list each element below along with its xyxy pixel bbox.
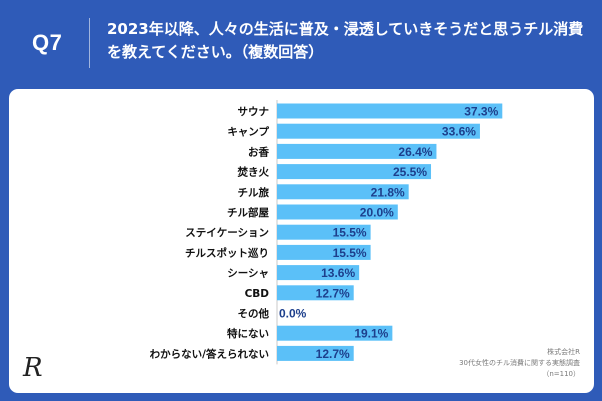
- data-label: 19.1%: [354, 327, 388, 341]
- data-label: 15.5%: [333, 246, 367, 260]
- bar: [277, 345, 354, 361]
- data-label: 12.7%: [316, 286, 350, 300]
- category-label: キャンプ: [227, 125, 269, 138]
- data-label: 0.0%: [279, 307, 307, 321]
- category-label: シーシャ: [227, 268, 269, 280]
- bar: [277, 204, 398, 220]
- bar: [277, 143, 437, 159]
- source-survey: 30代女性のチル消費に関する実態調査: [459, 359, 580, 367]
- category-label: チルスポット巡り: [185, 246, 269, 259]
- bar: [277, 123, 480, 139]
- data-label: 33.6%: [442, 125, 476, 139]
- bar: [277, 184, 409, 200]
- bar: [277, 285, 354, 301]
- category-label: チル部屋: [227, 206, 269, 219]
- data-label: 13.6%: [321, 266, 355, 280]
- data-label: 15.5%: [333, 226, 367, 240]
- bar: [277, 164, 432, 180]
- data-label: 21.8%: [371, 185, 405, 199]
- category-label: ステイケーション: [185, 227, 269, 239]
- data-label: 25.5%: [393, 165, 427, 179]
- category-label: 焚き火: [237, 166, 270, 179]
- bar: [277, 265, 360, 281]
- category-label: チル旅: [238, 186, 270, 199]
- category-label: わからない/答えられない: [150, 347, 269, 360]
- bar-chart: サウナ 37.3% キャンプ 33.6% お香 26.4% 焚き火 25.5% チル旅 21.8%…: [150, 100, 503, 365]
- question-title: 2023年以降、人々の生活に普及・浸透していきそうだと思うチル消費を教えてくださ…: [107, 20, 584, 61]
- category-label: 特にない: [227, 327, 269, 340]
- category-label: お香: [248, 145, 269, 158]
- header-divider: [89, 18, 90, 68]
- source-note: 株式会社R 30代女性のチル消費に関する実態調査 （n=110）: [459, 347, 580, 380]
- source-company: 株式会社R: [547, 348, 580, 356]
- bar: [277, 224, 371, 240]
- chart-panel: サウナ 37.3% キャンプ 33.6% お香 26.4% 焚き火 25.5% チル旅 21.8%…: [9, 89, 594, 393]
- bar: [277, 325, 393, 341]
- question-number: Q7: [32, 30, 63, 55]
- data-label: 26.4%: [398, 145, 432, 159]
- category-label: その他: [238, 307, 270, 320]
- header: Q7 2023年以降、人々の生活に普及・浸透していきそうだと思うチル消費を教えて…: [0, 0, 602, 88]
- company-logo: R: [23, 353, 43, 383]
- category-label: サウナ: [238, 106, 270, 118]
- data-label: 20.0%: [360, 206, 394, 220]
- data-label: 12.7%: [316, 347, 350, 361]
- category-label: CBD: [245, 288, 270, 300]
- data-label: 37.3%: [464, 105, 498, 119]
- bar: [277, 244, 371, 260]
- source-sample: （n=110）: [542, 370, 580, 378]
- bar: [277, 103, 503, 119]
